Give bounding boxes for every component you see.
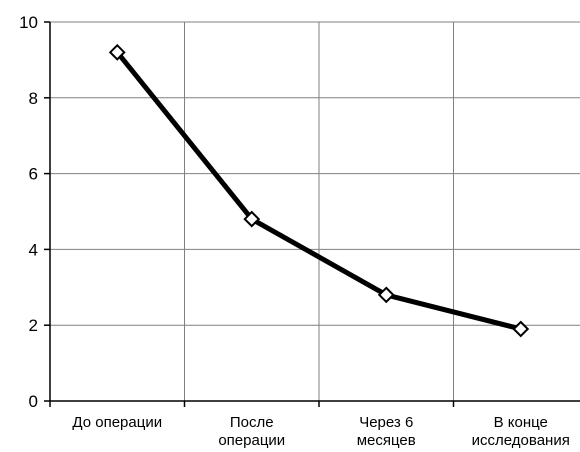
x-tick-label: До операции — [72, 414, 162, 431]
y-tick-label: 2 — [29, 316, 38, 335]
series — [108, 43, 530, 338]
x-tick-label: В конце исследования — [472, 414, 570, 449]
y-tick-label: 0 — [29, 392, 38, 411]
axes — [44, 21, 580, 407]
data-point-marker — [108, 43, 126, 61]
y-tick-label: 4 — [29, 240, 38, 259]
grid — [50, 21, 580, 401]
x-tick-label: Через 6 месяцев — [357, 414, 416, 449]
data-point-marker — [377, 286, 395, 304]
x-tick-label-line: До операции — [72, 414, 162, 431]
x-tick-label-line: месяцев — [357, 432, 416, 449]
y-tick-labels: 0 2 4 6 8 10 — [19, 13, 38, 411]
y-tick-label: 6 — [29, 165, 38, 184]
y-tick-label: 10 — [19, 13, 38, 32]
data-point-marker — [243, 210, 261, 228]
series-line — [115, 50, 522, 332]
data-point-marker — [512, 320, 530, 338]
x-tick-label-line: операции — [218, 432, 285, 449]
x-tick-label-line: исследования — [472, 432, 570, 449]
x-tick-label-line: В конце — [494, 414, 548, 431]
x-tick-labels: До операции После операции Через 6 месяцев В … — [72, 414, 569, 449]
x-tick-label: После операции — [218, 414, 285, 449]
y-tick-label: 8 — [29, 89, 38, 108]
x-tick-label-line: Через 6 — [359, 414, 413, 431]
x-tick-label-line: После — [230, 414, 274, 431]
